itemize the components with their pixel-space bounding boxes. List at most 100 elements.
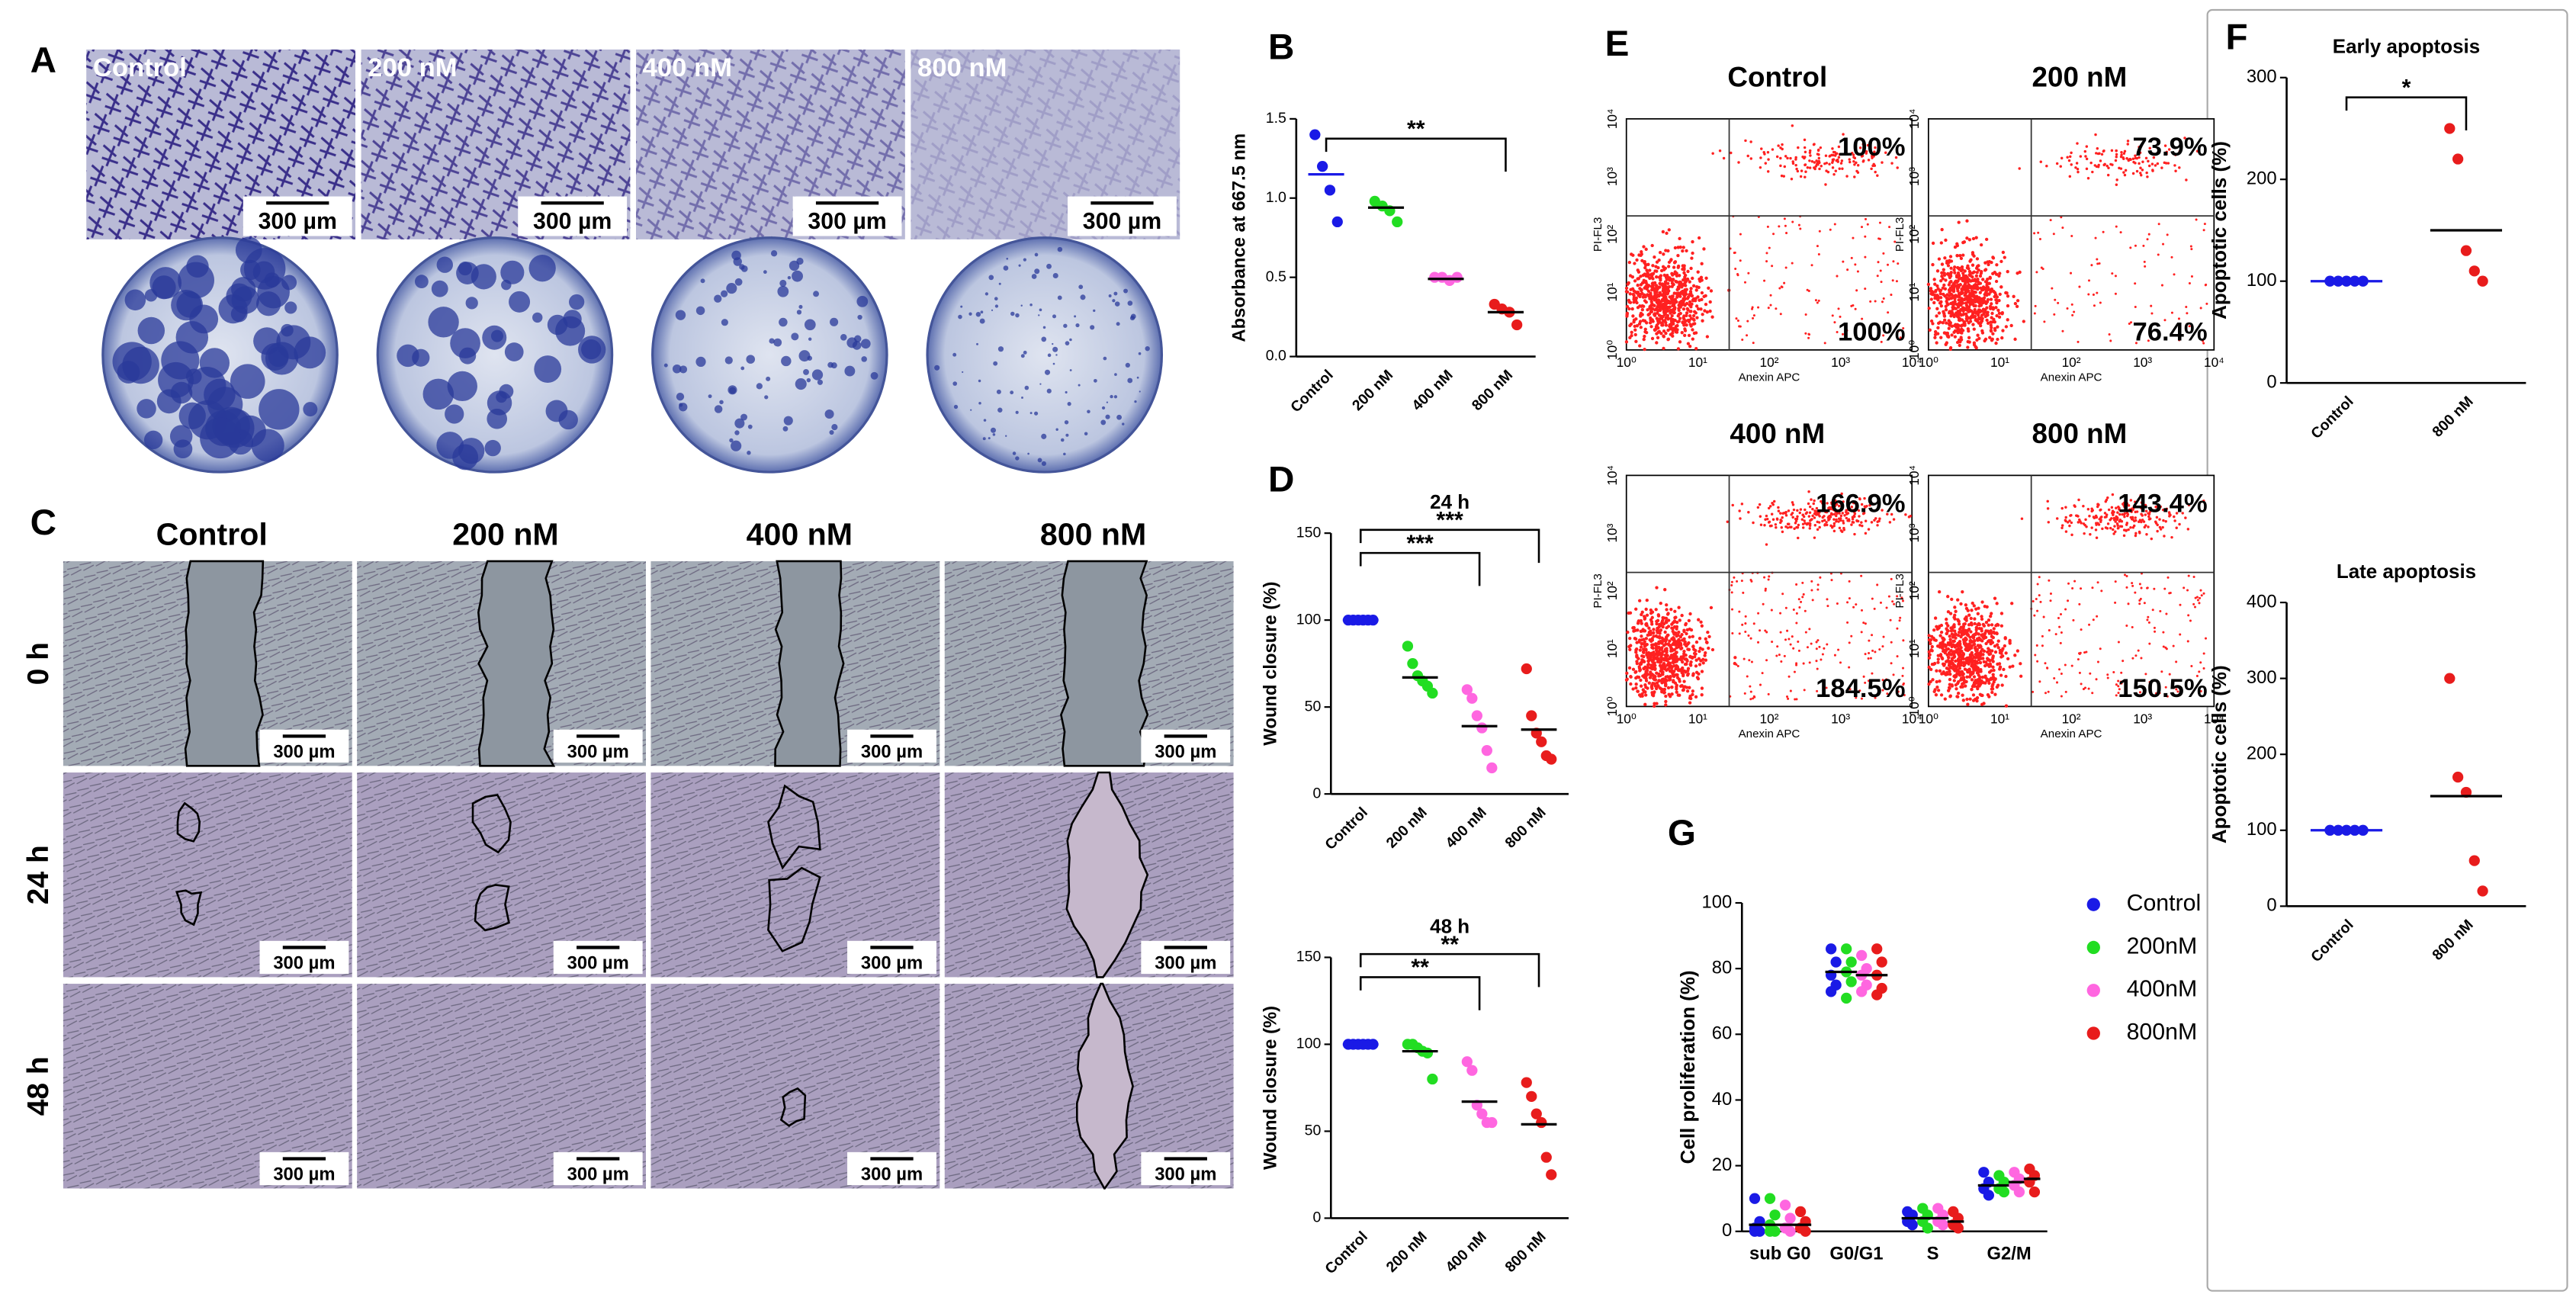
chart-title: 24 h bbox=[1430, 490, 1469, 513]
event-dot bbox=[2038, 680, 2041, 683]
event-dot bbox=[1653, 269, 1657, 273]
event-dot bbox=[1977, 606, 1980, 610]
colony bbox=[700, 278, 705, 284]
data-point bbox=[1749, 1193, 1761, 1204]
event-dot bbox=[1631, 292, 1635, 297]
colony bbox=[695, 306, 705, 316]
event-dot bbox=[1961, 309, 1965, 313]
event-dot bbox=[1829, 512, 1833, 515]
event-dot bbox=[1671, 638, 1675, 641]
event-dot bbox=[2134, 342, 2138, 345]
data-point bbox=[1466, 692, 1478, 704]
quadrant-percent: 100% bbox=[1838, 133, 1906, 162]
colony bbox=[675, 310, 686, 320]
event-dot bbox=[1685, 278, 1690, 281]
event-dot bbox=[1969, 621, 1974, 625]
data-point bbox=[1427, 687, 1438, 699]
event-dot bbox=[2105, 164, 2109, 168]
event-dot bbox=[1992, 289, 1996, 294]
event-dot bbox=[1708, 309, 1712, 313]
event-dot bbox=[1771, 502, 1774, 505]
event-dot bbox=[1675, 655, 1678, 659]
event-dot bbox=[2120, 519, 2123, 523]
event-dot bbox=[1975, 671, 1980, 675]
event-dot bbox=[2002, 667, 2006, 672]
event-dot bbox=[2110, 149, 2114, 153]
event-dot bbox=[1685, 249, 1688, 253]
colony bbox=[782, 426, 789, 432]
wound-outline bbox=[779, 1087, 807, 1127]
event-dot bbox=[1791, 220, 1794, 223]
event-dot bbox=[1671, 334, 1675, 338]
event-dot bbox=[1646, 308, 1649, 312]
event-dot bbox=[1634, 317, 1638, 321]
event-dot bbox=[1956, 657, 1961, 661]
event-dot bbox=[2064, 519, 2067, 523]
event-dot bbox=[1985, 310, 1989, 315]
event-dot bbox=[1871, 649, 1874, 652]
event-dot bbox=[2064, 530, 2068, 533]
event-dot bbox=[1658, 308, 1662, 313]
event-dot bbox=[1881, 509, 1884, 512]
event-dot bbox=[1864, 681, 1867, 684]
event-dot bbox=[1839, 514, 1843, 518]
event-dot bbox=[1983, 268, 1988, 271]
event-dot bbox=[1998, 271, 2002, 275]
event-dot bbox=[1960, 301, 1964, 305]
event-dot bbox=[2164, 686, 2167, 689]
event-dot bbox=[1976, 612, 1980, 616]
event-dot bbox=[1853, 532, 1856, 536]
event-dot bbox=[1993, 631, 1996, 635]
event-dot bbox=[1961, 268, 1964, 271]
event-dot bbox=[1979, 286, 1983, 291]
significance-bracket bbox=[1359, 976, 1481, 1010]
event-dot bbox=[1762, 602, 1765, 605]
data-point bbox=[1461, 1056, 1473, 1068]
event-dot bbox=[1961, 276, 1964, 280]
event-dot bbox=[1687, 618, 1691, 623]
event-dot bbox=[1852, 236, 1855, 239]
event-dot bbox=[1965, 319, 1969, 323]
event-dot bbox=[2091, 586, 2094, 589]
event-dot bbox=[2165, 647, 2168, 650]
event-dot bbox=[2035, 644, 2038, 647]
event-dot bbox=[2092, 515, 2096, 519]
y-tick-label: 100 bbox=[2247, 819, 2277, 840]
event-dot bbox=[1808, 151, 1812, 155]
colony bbox=[831, 424, 838, 431]
event-dot bbox=[2148, 642, 2151, 645]
event-dot bbox=[1682, 264, 1686, 268]
event-dot bbox=[2185, 178, 2188, 181]
event-dot bbox=[1955, 340, 1960, 345]
event-dot bbox=[1688, 686, 1691, 689]
event-dot bbox=[1775, 155, 1779, 159]
event-dot bbox=[1979, 644, 1983, 649]
event-dot bbox=[1816, 639, 1820, 642]
event-dot bbox=[1991, 656, 1995, 660]
event-dot bbox=[2106, 522, 2110, 525]
event-dot bbox=[1937, 311, 1942, 315]
colony bbox=[447, 371, 477, 402]
event-dot bbox=[1954, 669, 1958, 673]
event-dot bbox=[1658, 663, 1662, 668]
event-dot bbox=[1967, 285, 1971, 290]
event-dot bbox=[1631, 626, 1635, 630]
event-dot bbox=[1808, 159, 1811, 162]
data-point bbox=[1526, 1090, 1537, 1102]
event-dot bbox=[1672, 302, 1676, 306]
event-dot bbox=[1858, 689, 1861, 692]
event-dot bbox=[2102, 230, 2105, 233]
event-dot bbox=[1987, 623, 1990, 627]
event-dot bbox=[1624, 286, 1629, 291]
event-dot bbox=[1786, 629, 1789, 632]
event-dot bbox=[1708, 300, 1712, 304]
event-dot bbox=[2134, 532, 2138, 535]
event-dot bbox=[2088, 515, 2091, 518]
event-dot bbox=[2087, 293, 2090, 296]
event-dot bbox=[2095, 152, 2098, 155]
colony bbox=[1069, 338, 1072, 342]
event-dot bbox=[1976, 678, 1980, 682]
event-dot bbox=[2111, 493, 2115, 496]
x-tick-label: G2/M bbox=[1987, 1243, 2032, 1264]
event-dot bbox=[2016, 649, 2020, 653]
